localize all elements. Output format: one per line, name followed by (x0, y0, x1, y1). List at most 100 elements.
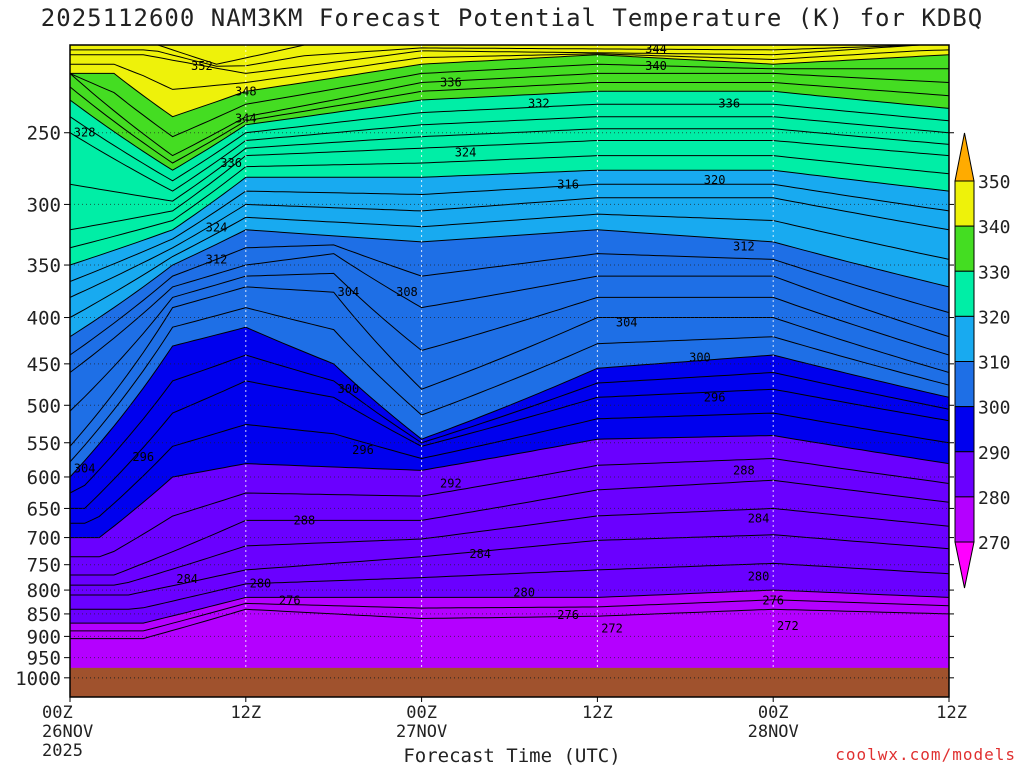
isentrope-326 (70, 128, 949, 202)
isentrope-322 (70, 155, 949, 249)
contour-label: 292 (440, 476, 462, 490)
colorbar-label: 320 (978, 307, 1011, 328)
colorbar-label: 310 (978, 353, 1011, 374)
x-tick-label: 00Z (406, 703, 437, 723)
y-tick-label: 500 (27, 395, 61, 417)
y-tick-label: 400 (27, 308, 61, 330)
x-tick-label: 12Z (936, 703, 967, 723)
colorbar-label: 340 (978, 217, 1011, 238)
colorbar-band-320 (954, 270, 975, 317)
colorbar-label: 280 (978, 488, 1011, 509)
y-tick-label: 750 (27, 555, 61, 577)
x-tick-label: 2025 (42, 741, 83, 761)
contour-label: 328 (74, 126, 96, 140)
chart-title: 2025112600 NAM3KM Forecast Potential Tem… (40, 4, 984, 32)
colorbar-band-280 (954, 451, 975, 498)
colorbar-label: 330 (978, 262, 1011, 283)
isentrope-278 (70, 599, 949, 632)
x-tick-label: 00Z (42, 703, 73, 723)
contour-label: 272 (777, 619, 799, 633)
contour-label: 280 (513, 586, 535, 600)
contour-label: 320 (704, 173, 726, 187)
x-tick-label: 26NOV (42, 722, 93, 742)
contour-label: 296 (704, 390, 726, 404)
isentrope-336 (70, 72, 949, 157)
colorbar-band-290 (954, 406, 975, 453)
contour-label: 352 (191, 59, 213, 73)
contour-label: 276 (557, 608, 579, 622)
x-tick-label: 12Z (230, 703, 261, 723)
isentrope-294 (70, 412, 949, 524)
colorbar-label: 270 (978, 533, 1011, 554)
x-axis-label: Forecast Time (UTC) (403, 745, 621, 767)
plot-frame (69, 44, 950, 698)
contour-label: 324 (455, 146, 477, 160)
y-tick-label: 950 (27, 648, 61, 670)
contour-label: 276 (762, 594, 784, 608)
isentrope-348 (70, 45, 949, 65)
x-tick-label: 28NOV (748, 722, 799, 742)
y-tick-label: 550 (27, 433, 61, 455)
contour-label: 280 (748, 570, 770, 584)
contour-label: 316 (557, 177, 579, 191)
colorbar-arrow-bottom (954, 541, 975, 589)
contour-label: 296 (352, 443, 374, 457)
contour-label: 344 (645, 42, 667, 56)
isentrope-298 (70, 354, 949, 494)
contour-label: 332 (528, 96, 550, 110)
isentrope-286 (70, 507, 949, 586)
isentrope-334 (70, 82, 949, 164)
contour-label: 284 (469, 547, 491, 561)
y-tick-label: 300 (27, 194, 61, 216)
contour-label: 336 (718, 96, 740, 110)
x-tick-label: 27NOV (396, 722, 447, 742)
contour-label: 308 (396, 285, 418, 299)
isentrope-308 (70, 253, 949, 373)
contour-label: 312 (206, 252, 228, 266)
colorbar-band-340 (954, 180, 975, 227)
y-tick-label: 850 (27, 604, 61, 626)
isentrope-290 (70, 457, 949, 558)
isentrope-332 (70, 90, 949, 171)
isentrope-318 (70, 183, 949, 282)
isentrope-312 (70, 229, 949, 338)
contour-label: 284 (748, 512, 770, 526)
colorbar-label: 300 (978, 398, 1011, 419)
isentrope-324 (70, 140, 949, 231)
isentrope-314 (70, 213, 949, 318)
contour-label: 288 (733, 463, 755, 477)
isentrope-292 (70, 434, 949, 539)
colorbar-arrow-top (954, 132, 975, 182)
contour-label: 304 (74, 461, 96, 475)
contour-label: 276 (279, 594, 301, 608)
y-tick-label: 700 (27, 528, 61, 550)
isentrope-328 (70, 116, 949, 192)
contour-label: 336 (440, 75, 462, 89)
isentrope-296 (70, 380, 949, 509)
colorbar-band-300 (954, 361, 975, 408)
colorbar-label: 290 (978, 443, 1011, 464)
contour-label: 312 (733, 240, 755, 254)
contour-label: 336 (220, 156, 242, 170)
isentrope-316 (70, 197, 949, 298)
contour-label: 324 (206, 220, 228, 234)
y-tick-label: 450 (27, 354, 61, 376)
contour-label: 288 (294, 513, 316, 527)
isentrope-302 (70, 307, 949, 463)
y-tick-label: 900 (27, 626, 61, 648)
y-tick-label: 350 (27, 255, 61, 277)
contour-label: 348 (235, 84, 257, 98)
y-tick-label: 800 (27, 580, 61, 602)
x-tick-label: 00Z (758, 703, 789, 723)
contour-label: 304 (338, 285, 360, 299)
colorbar-label: 350 (978, 172, 1011, 193)
isentrope-320 (70, 169, 949, 266)
y-tick-label: 650 (27, 498, 61, 520)
colorbar-band-330 (954, 225, 975, 272)
isentrope-340 (70, 54, 949, 118)
contour-label: 304 (616, 315, 638, 329)
isentrope-342 (70, 49, 949, 90)
isentrope-330 (70, 103, 949, 182)
contour-label: 344 (235, 111, 257, 125)
